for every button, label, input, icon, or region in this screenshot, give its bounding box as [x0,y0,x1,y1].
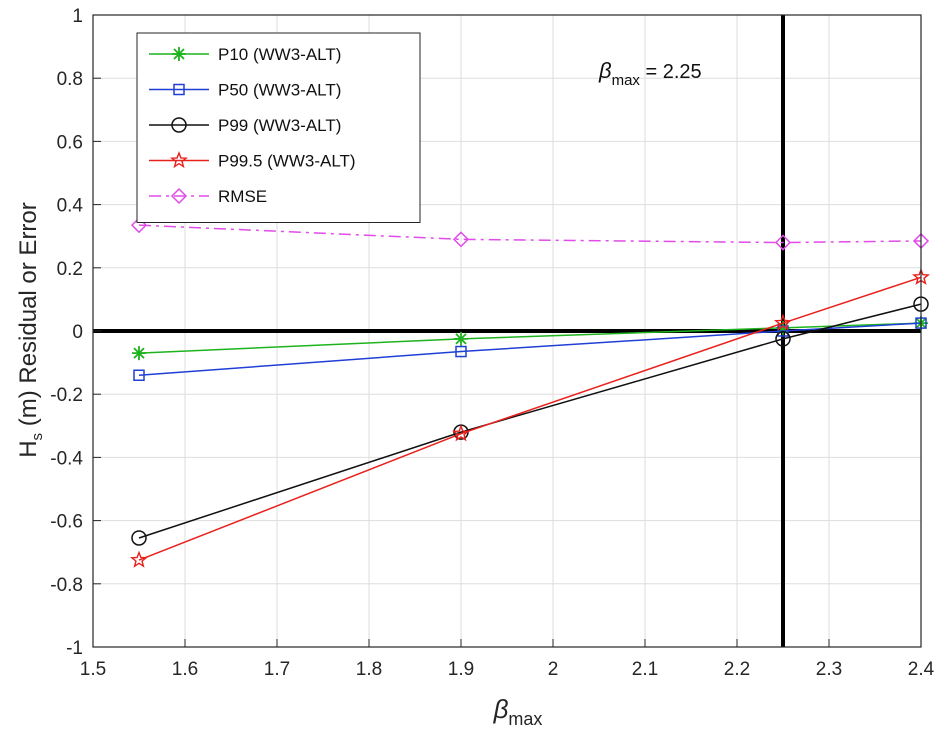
data-point [452,424,470,442]
data-point [452,231,470,248]
y-axis-label-subscript: s [29,433,46,441]
y-tick-label: -0.8 [50,575,83,596]
data-point [455,345,467,358]
x-tick-label: 1.7 [264,659,290,680]
data-point [775,331,791,347]
y-tick-label: 0.2 [57,259,83,280]
data-point [130,550,148,568]
y-axis-label: Hs (m) Residual or Error [15,202,46,458]
x-axis-label-subscript: max [508,709,542,729]
y-axis-label-main: H [15,440,42,457]
data-point [774,313,792,331]
legend-marker [170,151,188,169]
legend-label: P10 (WW3-ALT) [218,45,341,64]
x-tick-label: 2.2 [724,659,750,680]
legend-label: P99 (WW3-ALT) [218,116,341,135]
y-tick-label: -0.4 [50,448,83,469]
data-point [132,346,146,361]
x-tick-label: 2 [548,659,559,680]
x-tick-label: 2.1 [632,659,658,680]
x-tick-labels: 1.5 1.6 1.7 1.8 1.9 2 2.1 2.2 2.3 2.4 [80,639,935,680]
x-axis-label-symbol: β [493,694,509,724]
x-tick-label: 2.4 [908,659,935,680]
y-axis-label-rest: (m) Residual or Error [15,202,42,433]
x-axis-label: βmax [493,694,543,729]
legend: P10 (WW3-ALT) P50 (WW3-ALT) P99 (WW3-ALT) P… [136,32,421,223]
data-point [776,320,790,335]
data-point [131,530,147,546]
series-line [138,303,922,539]
x-tick-label: 1.9 [448,659,474,680]
x-tick-label: 1.6 [172,659,198,680]
y-tick-label: -0.2 [50,385,83,406]
legend-marker [172,47,186,61]
x-tick-label: 1.8 [356,659,382,680]
series-0 [132,316,928,361]
annotation-subscript: max [612,72,641,89]
data-point [133,369,145,381]
series-line [138,276,922,561]
x-tick-label: 2.3 [816,659,842,680]
series-line [138,322,922,354]
series-line [138,322,922,376]
legend-marker [173,83,185,96]
data-point [774,234,792,251]
legend-label: RMSE [218,187,267,206]
x-tick-label: 1.5 [80,659,106,680]
series-3 [130,267,930,568]
series-line [138,224,922,244]
series-2 [131,296,929,546]
y-tick-label: -1 [66,638,83,659]
annotation-symbol: β [598,58,612,83]
y-tick-label: 1 [72,6,83,27]
y-tick-label: -0.6 [50,512,83,533]
beta-max-annotation: βmax = 2.25 [598,58,702,89]
legend-marker [171,117,187,133]
data-point [454,331,468,346]
y-tick-labels: -1 -0.8 -0.6 -0.4 -0.2 0 0.2 0.4 0.6 0.8 1 [50,6,101,659]
legend-box [136,32,421,223]
y-tick-label: 0.4 [57,196,84,217]
y-tick-label: 0.6 [57,132,83,153]
legend-label: P50 (WW3-ALT) [218,81,341,100]
y-tick-label: 0 [72,322,83,343]
annotation-value: = 2.25 [640,61,702,83]
legend-marker [170,187,188,205]
data-series [130,217,930,568]
y-tick-label: 0.8 [57,69,83,90]
legend-label: P99.5 (WW3-ALT) [218,152,356,171]
